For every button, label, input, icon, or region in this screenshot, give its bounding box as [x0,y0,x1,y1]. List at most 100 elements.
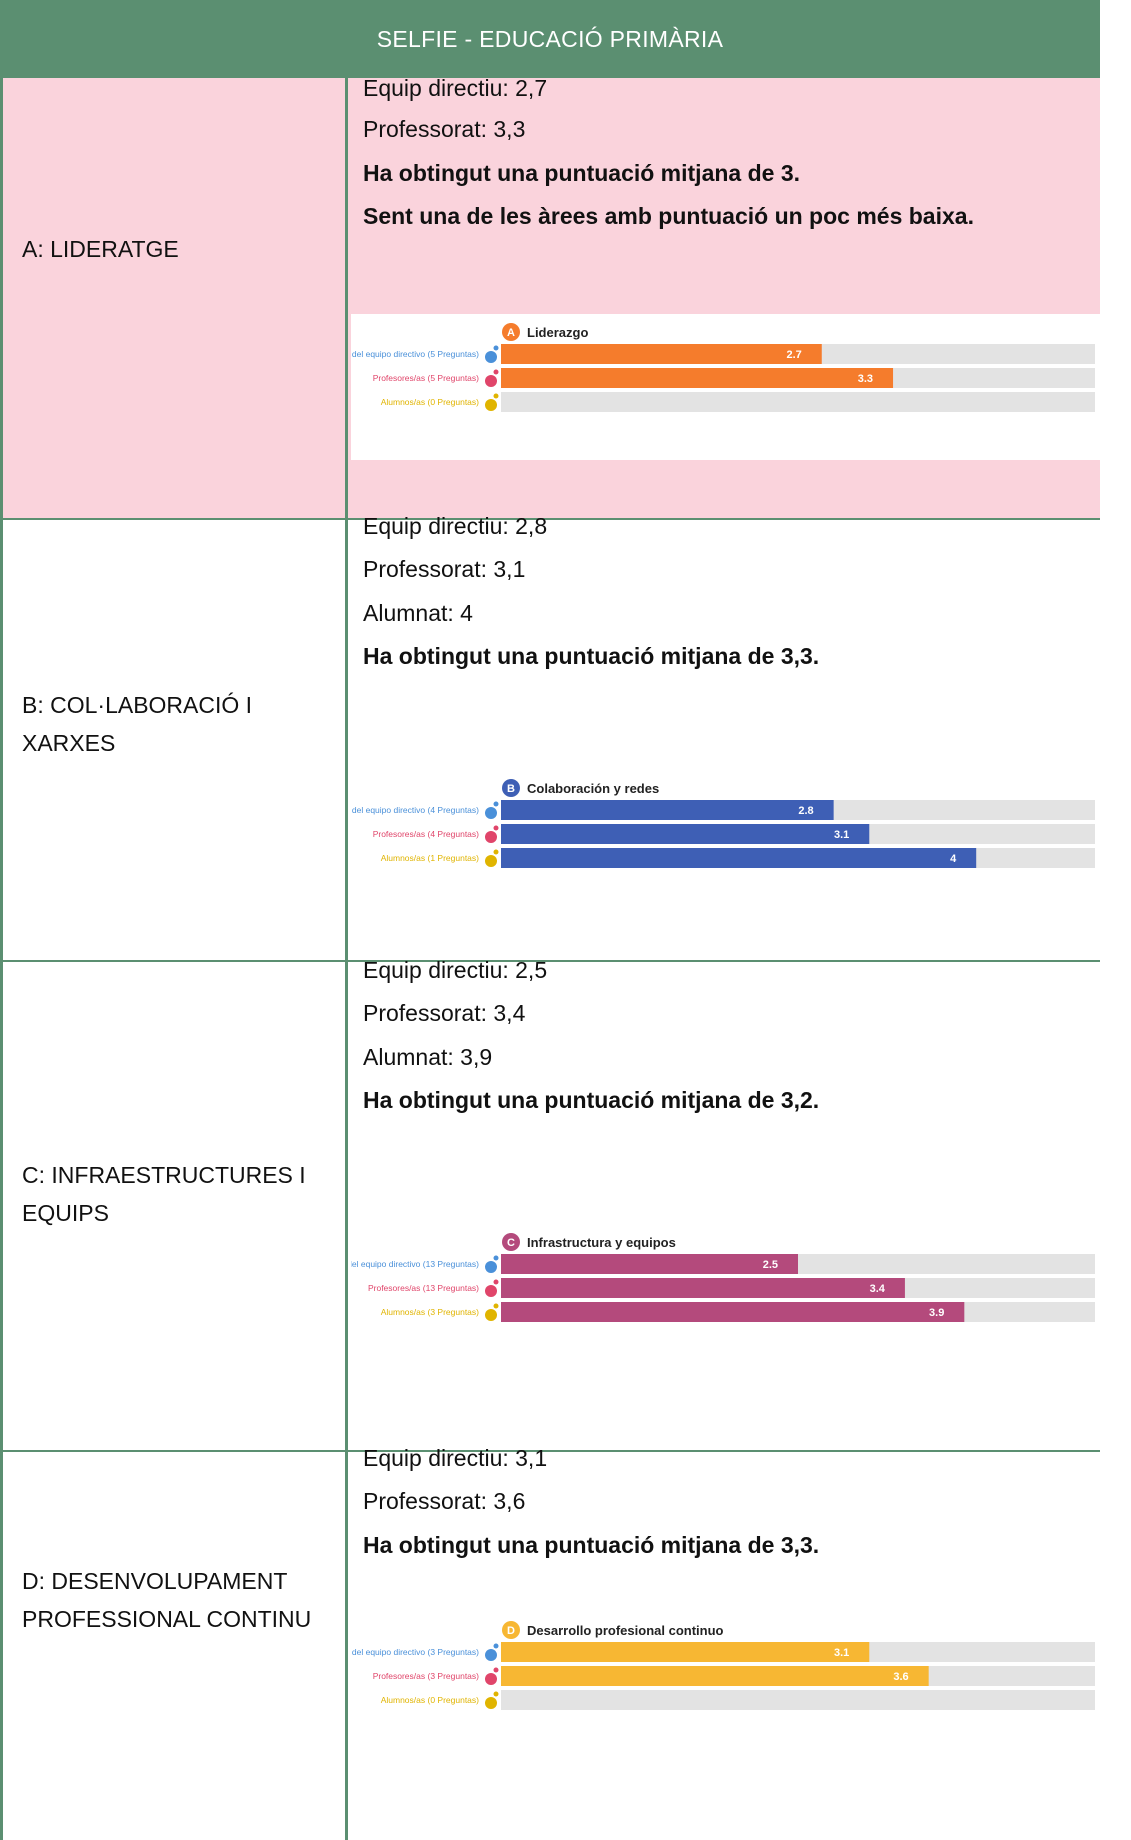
area-label: C: INFRAESTRUCTURES I EQUIPS [22,1162,306,1226]
bar-value-label: 3.3 [858,373,873,385]
summary-line: Ha obtingut una puntuació mitjana de 3. [363,160,801,186]
area-label: B: COL·LABORACIÓ I XARXES [22,692,253,756]
chart-desenvolupament: D Desarrollo profesional continuo Miembros… [351,1612,1100,1762]
area-cell [0,78,348,518]
person-icon [485,1285,497,1297]
chart-badge-letter: C [507,1237,515,1249]
chart-title: Liderazgo [527,325,588,340]
person-head-icon [493,1691,499,1697]
bar-value-label: 2.5 [763,1259,778,1271]
score-line: Equip directiu: 2,5 [363,957,548,983]
person-head-icon [493,1303,499,1309]
person-icon [485,399,497,411]
person-head-icon [493,1279,499,1285]
bar-value-label: 2.7 [786,349,801,361]
area-cell [0,518,348,960]
selfie-table: SELFIE - EDUCACIÓ PRIMÀRIA A: LIDERATGE … [0,0,1100,1840]
score-line: Equip directiu: 2,8 [363,513,548,539]
person-icon [485,1697,497,1709]
category-label: Miembros del equipo directivo (13 Pregun… [351,1259,479,1269]
summary-line: Sent una de les àrees amb puntuació un p… [363,203,974,229]
summary-line: Ha obtingut una puntuació mitjana de 3,3… [363,1532,820,1558]
area-cell [0,1450,348,1840]
bar-chart: C Infrastructura y equipos Miembros del eq… [351,1233,1095,1322]
person-icon [485,351,497,363]
chart-badge-icon [502,1233,520,1251]
score-line: Professorat: 3,1 [363,556,526,582]
bar [501,824,870,844]
row-lideratge: A: LIDERATGE Equip directiu: 2,7 Profess… [0,75,1100,520]
person-icon [485,1309,497,1321]
bar-track [501,1690,1095,1710]
category-label: Miembros del equipo directivo (5 Pregunt… [351,349,479,359]
area-label: D: DESENVOLUPAMENT PROFESSIONAL CONTINU [22,1568,312,1632]
person-head-icon [493,1643,499,1649]
bar [501,1642,870,1662]
bar [501,1278,905,1298]
person-icon [485,1649,497,1661]
bar [501,848,977,868]
bar-chart: A Liderazgo Miembros del equipo directivo … [351,323,1095,412]
bar-value-label: 3.4 [870,1283,886,1295]
person-head-icon [493,1667,499,1673]
category-label: Alumnos/as (0 Preguntas) [381,397,479,407]
row-col-laboracio: B: COL·LABORACIÓ I XARXES Equip directiu… [0,513,1100,962]
score-line: Professorat: 3,6 [363,1488,526,1514]
bar [501,1666,929,1686]
category-label: Miembros del equipo directivo (3 Pregunt… [351,1647,479,1657]
bar-value-label: 3.1 [834,829,849,841]
person-icon [485,1261,497,1273]
chart-badge-icon [502,1621,520,1639]
chart-infraestructures: C Infrastructura y equipos Miembros del eq… [351,1224,1100,1364]
person-head-icon [493,849,499,855]
chart-title: Infrastructura y equipos [527,1235,676,1250]
bar-value-label: 3.1 [834,1647,849,1659]
person-head-icon [493,801,499,807]
category-label: Profesores/as (3 Preguntas) [373,1671,479,1681]
bar [501,1254,798,1274]
category-label: Profesores/as (13 Preguntas) [368,1283,479,1293]
score-line: Professorat: 3,4 [363,1000,526,1026]
person-head-icon [493,1255,499,1261]
chart-col-laboracio: B Colaboración y redes Miembros del equipo… [351,770,1100,905]
bar [501,368,894,388]
category-label: Profesores/as (4 Preguntas) [373,829,479,839]
score-line: Equip directiu: 2,7 [363,75,548,101]
person-icon [485,1673,497,1685]
bar-chart: D Desarrollo profesional continuo Miembros… [351,1621,1095,1710]
person-head-icon [493,825,499,831]
person-head-icon [493,393,499,399]
summary-line: Ha obtingut una puntuació mitjana de 3,2… [363,1087,820,1113]
area-label: A: LIDERATGE [22,236,179,262]
bar-value-label: 3.6 [893,1671,908,1683]
category-label: Miembros del equipo directivo (4 Pregunt… [351,805,479,815]
bar-value-label: 3.9 [929,1307,944,1319]
person-icon [485,831,497,843]
category-label: Alumnos/as (0 Preguntas) [381,1695,479,1705]
area-cell [0,960,348,1450]
score-line: Equip directiu: 3,1 [363,1445,548,1471]
chart-badge-letter: D [507,1625,515,1637]
chart-title: Desarrollo profesional continuo [527,1623,724,1638]
person-head-icon [493,369,499,375]
bar-track [501,392,1095,412]
row-infraestructures: C: INFRAESTRUCTURES I EQUIPS Equip direc… [0,957,1100,1452]
table-header: SELFIE - EDUCACIÓ PRIMÀRIA [0,0,1100,78]
bar [501,344,822,364]
category-label: Profesores/as (5 Preguntas) [373,373,479,383]
chart-badge-letter: A [507,327,515,339]
chart-title: Colaboración y redes [527,781,659,796]
person-head-icon [493,345,499,351]
chart-badge-letter: B [507,783,515,795]
score-line: Professorat: 3,3 [363,116,526,142]
person-icon [485,855,497,867]
score-line: Alumnat: 3,9 [363,1044,493,1070]
bar-value-label: 4 [950,853,957,865]
summary-line: Ha obtingut una puntuació mitjana de 3,3… [363,643,820,669]
category-label: Alumnos/as (3 Preguntas) [381,1307,479,1317]
bar-chart: B Colaboración y redes Miembros del equipo… [351,779,1095,868]
chart-lideratge: A Liderazgo Miembros del equipo directivo … [351,314,1100,460]
row-desenvolupament: D: DESENVOLUPAMENT PROFESSIONAL CONTINU … [0,1445,1100,1840]
chart-badge-icon [502,779,520,797]
bar-value-label: 2.8 [798,805,813,817]
